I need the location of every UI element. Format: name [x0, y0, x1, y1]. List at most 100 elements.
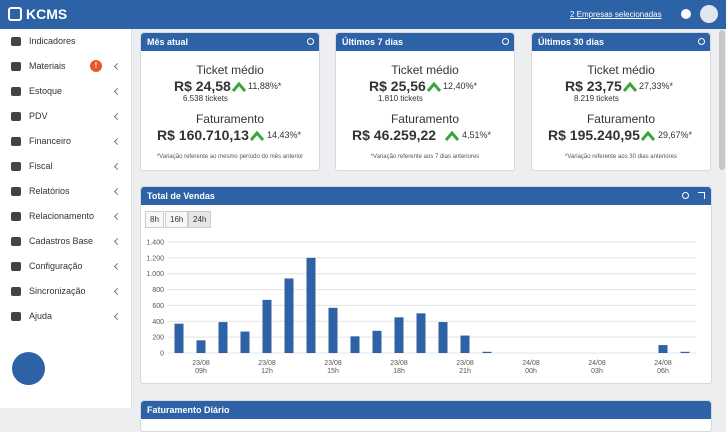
company-link[interactable]: 2 Empresas selecionadas — [570, 10, 662, 19]
x-tick-date: 23/08 — [258, 360, 276, 367]
x-tick-label: 15h — [327, 368, 339, 375]
ticket-change: 12,40%* — [443, 81, 478, 91]
bar — [350, 336, 360, 353]
ticket-change: 27,33%* — [639, 81, 674, 91]
panel-header: Total de Vendas — [141, 187, 711, 205]
menu-item[interactable]: Cadastros Base — [0, 229, 131, 254]
ticket-label: Ticket médio — [391, 63, 459, 77]
menu-icon — [11, 212, 21, 221]
revenue-label: Faturamento — [195, 112, 265, 126]
menu-icon — [11, 37, 21, 46]
menu-item[interactable]: Configuração — [0, 254, 131, 279]
y-tick-label: 1.200 — [146, 255, 164, 262]
ticket-change: 11,88%* — [248, 81, 282, 91]
scrollbar — [719, 30, 725, 170]
menu-item[interactable]: Materiais! — [0, 54, 131, 79]
y-tick-label: 600 — [152, 303, 164, 310]
revenue-change: 4,51%* — [462, 130, 492, 140]
range-button[interactable]: 24h — [188, 211, 212, 228]
y-tick-label: 400 — [152, 319, 164, 326]
revenue-label: Faturamento — [586, 112, 656, 126]
x-tick-label: 12h — [261, 368, 273, 375]
chevron — [113, 112, 122, 121]
x-tick-date: 24/08 — [588, 360, 606, 367]
menu-label: Cadastros Base — [29, 236, 94, 246]
ticket-label: Ticket médio — [587, 63, 655, 77]
menu-item[interactable]: Sincronização — [0, 279, 131, 304]
ticket-count: 8.219 tickets — [574, 94, 619, 103]
menu-item[interactable]: Indicadores — [0, 29, 131, 54]
up-arrow — [427, 82, 441, 92]
range-button[interactable]: 8h — [145, 211, 164, 228]
menu-item[interactable]: Ajuda — [0, 304, 131, 329]
menu-icon — [11, 287, 21, 296]
x-tick-date: 23/08 — [324, 360, 342, 367]
menu-item[interactable]: Relacionamento — [0, 204, 131, 229]
header: KCMS 2 Empresas selecionadas — [0, 0, 726, 29]
chevron — [113, 162, 122, 171]
refresh-icon[interactable] — [698, 38, 705, 45]
menu-label: Relatórios — [29, 186, 70, 196]
card-note: *Variação referente aos 30 dias anterior… — [565, 154, 677, 160]
refresh-icon[interactable] — [307, 38, 314, 45]
x-tick-label: 06h — [657, 368, 669, 375]
sales-panel: Total de Vendas 8h 16h 24h 0 200 400 600 800 1.00… — [140, 186, 712, 384]
menu-item[interactable]: Financeiro — [0, 129, 131, 154]
chevron — [113, 237, 122, 246]
menu-item[interactable]: Relatórios — [0, 179, 131, 204]
revenue-change: 29,67%* — [658, 130, 693, 140]
x-tick-label: 03h — [591, 368, 603, 375]
ticket-value: R$ 24,58 — [174, 78, 231, 94]
bar — [174, 323, 184, 353]
help-button[interactable] — [681, 9, 691, 19]
y-tick-label: 200 — [152, 335, 164, 342]
card-note: *Variação referente ao mesmo período do … — [156, 154, 304, 160]
bar — [482, 351, 492, 353]
chevron — [113, 262, 122, 271]
expand-icon[interactable] — [698, 192, 705, 199]
logo-icon — [8, 7, 22, 21]
sidebar: Indicadores Materiais! Estoque PDV Financeir… — [0, 29, 132, 408]
card-note: *Variação referente aos 7 dias anteriore… — [370, 154, 480, 160]
floating-button[interactable] — [12, 352, 45, 385]
revenue-label: Faturamento — [390, 112, 460, 126]
bar — [394, 317, 404, 353]
bar — [680, 351, 690, 353]
menu-label: PDV — [29, 111, 48, 121]
chevron — [113, 87, 122, 96]
menu-icon — [11, 162, 21, 171]
menu-label: Ajuda — [29, 311, 53, 321]
menu-label: Fiscal — [29, 161, 53, 171]
menu-label: Sincronização — [29, 286, 86, 296]
refresh-icon[interactable] — [682, 192, 689, 199]
logo: KCMS — [26, 6, 68, 22]
chevron — [113, 312, 122, 321]
up-arrow — [623, 82, 637, 92]
revenue-row: R$ 160.710,13 14,43%* — [157, 127, 327, 145]
revenue-change: 14,43%* — [267, 130, 302, 140]
ticket-count: 1.810 tickets — [378, 94, 423, 103]
menu-item[interactable]: Fiscal — [0, 154, 131, 179]
revenue-value: R$ 160.710,13 — [157, 127, 249, 143]
bar — [460, 335, 470, 353]
up-arrow — [641, 131, 655, 141]
panel-header: Faturamento Diário — [141, 401, 711, 419]
chevron — [113, 212, 122, 221]
menu-label: Configuração — [29, 261, 83, 271]
card-header: Últimos 7 dias — [336, 33, 514, 51]
chevron — [113, 287, 122, 296]
chevron — [113, 187, 122, 196]
badge: ! — [90, 60, 102, 72]
bar — [218, 322, 228, 353]
menu-item[interactable]: PDV — [0, 104, 131, 129]
menu-label: Estoque — [29, 86, 63, 96]
refresh-icon[interactable] — [502, 38, 509, 45]
range-button[interactable]: 16h — [165, 211, 189, 228]
chevron — [113, 62, 122, 71]
menu-label: Indicadores — [29, 36, 76, 46]
avatar[interactable] — [700, 5, 718, 23]
menu-item[interactable]: Estoque — [0, 79, 131, 104]
x-tick-label: 21h — [459, 368, 471, 375]
menu-icon — [11, 62, 21, 71]
